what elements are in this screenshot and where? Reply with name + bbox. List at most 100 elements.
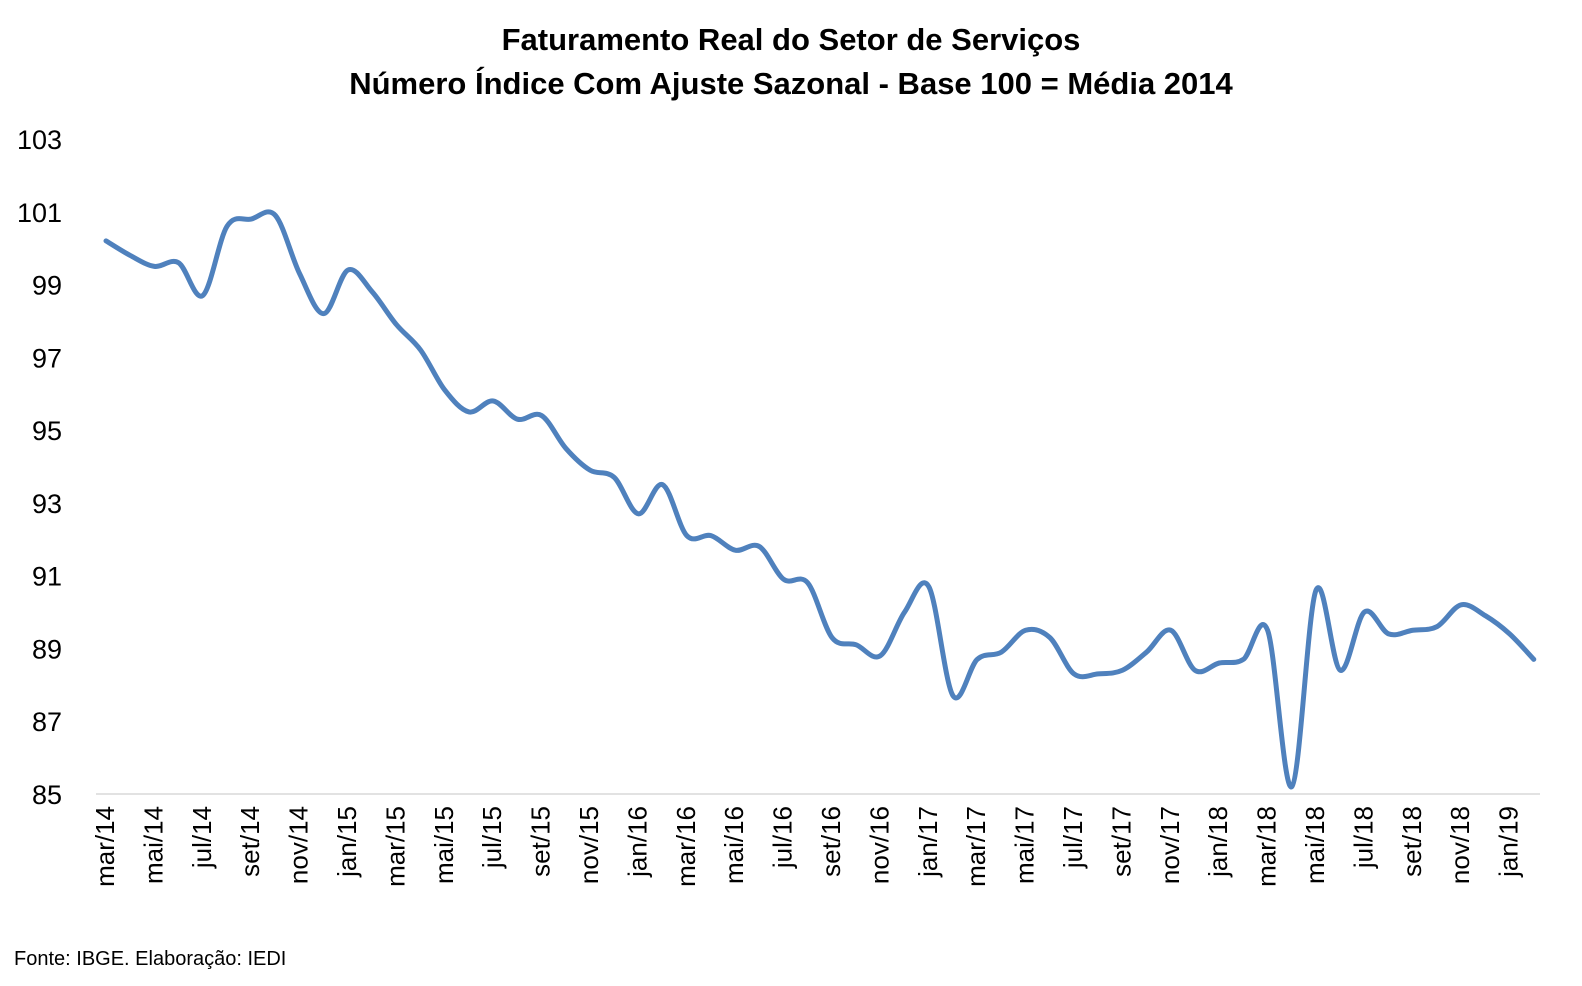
data-point bbox=[1410, 628, 1415, 633]
data-point bbox=[104, 238, 109, 243]
data-point bbox=[1338, 668, 1343, 673]
data-point bbox=[1507, 631, 1512, 636]
x-tick-label: nov/14 bbox=[284, 806, 314, 884]
data-point bbox=[563, 446, 568, 451]
data-points bbox=[104, 213, 1537, 789]
data-point bbox=[684, 533, 689, 538]
data-point bbox=[418, 348, 423, 353]
data-point bbox=[1120, 668, 1125, 673]
x-tick-label: mar/14 bbox=[90, 806, 120, 887]
source-note: Fonte: IBGE. Elaboração: IEDI bbox=[14, 948, 287, 970]
data-point bbox=[1483, 613, 1488, 618]
data-point bbox=[951, 693, 956, 698]
data-point bbox=[539, 413, 544, 418]
data-point bbox=[128, 253, 133, 258]
x-tick-label: mai/16 bbox=[719, 806, 749, 884]
data-point bbox=[442, 388, 447, 393]
x-tick-label: mar/16 bbox=[671, 806, 701, 887]
data-point bbox=[467, 409, 472, 414]
x-tick-label: jan/18 bbox=[1203, 806, 1233, 878]
data-point bbox=[709, 533, 714, 538]
x-tick-label: jul/16 bbox=[768, 806, 798, 869]
x-tick-label: jul/15 bbox=[477, 806, 507, 869]
data-point bbox=[1072, 671, 1077, 676]
data-point bbox=[1047, 635, 1052, 640]
x-tick-label: jul/14 bbox=[187, 806, 217, 869]
data-point bbox=[854, 642, 859, 647]
data-point bbox=[1435, 624, 1440, 629]
data-point bbox=[297, 271, 302, 276]
x-tick-label: nov/16 bbox=[864, 806, 894, 884]
data-point bbox=[515, 417, 520, 422]
data-point bbox=[733, 548, 738, 553]
y-tick-label: 87 bbox=[32, 707, 62, 737]
data-point bbox=[200, 293, 205, 298]
y-tick-label: 91 bbox=[32, 562, 62, 592]
data-point bbox=[1168, 628, 1173, 633]
data-point bbox=[370, 289, 375, 294]
data-point bbox=[1241, 657, 1246, 662]
x-tick-label: mar/15 bbox=[380, 806, 410, 887]
data-point bbox=[1386, 631, 1391, 636]
chart-title-block: Faturamento Real do Setor de Serviços Nú… bbox=[0, 18, 1582, 106]
data-point bbox=[346, 268, 351, 273]
chart-title: Faturamento Real do Setor de Serviços bbox=[501, 22, 1081, 57]
x-tick-label: set/15 bbox=[526, 806, 556, 877]
data-point bbox=[225, 224, 230, 229]
data-point bbox=[1193, 668, 1198, 673]
y-tick-label: 89 bbox=[32, 634, 62, 664]
x-tick-label: jan/15 bbox=[332, 806, 362, 878]
data-point bbox=[781, 577, 786, 582]
data-point bbox=[757, 544, 762, 549]
x-tick-label: set/17 bbox=[1106, 806, 1136, 877]
data-point bbox=[176, 260, 181, 265]
x-tick-label: mar/18 bbox=[1252, 806, 1282, 887]
y-tick-label: 97 bbox=[32, 343, 62, 373]
data-point bbox=[152, 264, 157, 269]
data-point bbox=[1096, 671, 1101, 676]
data-point bbox=[394, 322, 399, 327]
data-point bbox=[273, 213, 278, 218]
y-tick-label: 101 bbox=[17, 198, 62, 228]
data-point bbox=[612, 475, 617, 480]
x-tick-label: jan/17 bbox=[913, 806, 943, 878]
x-tick-label: nov/17 bbox=[1155, 806, 1185, 884]
x-tick-label: mai/15 bbox=[429, 806, 459, 884]
data-point bbox=[878, 653, 883, 658]
data-point bbox=[1023, 628, 1028, 633]
x-tick-label: nov/15 bbox=[574, 806, 604, 884]
data-point bbox=[636, 511, 641, 516]
data-point bbox=[491, 399, 496, 404]
data-point bbox=[1265, 628, 1270, 633]
data-point bbox=[321, 311, 326, 316]
y-tick-label: 85 bbox=[32, 780, 62, 810]
y-axis-ticks: 103 101 99 97 95 93 91 89 87 85 bbox=[17, 125, 62, 810]
chart-subtitle: Número Índice Com Ajuste Sazonal - Base … bbox=[349, 66, 1233, 101]
data-point bbox=[830, 635, 835, 640]
x-tick-label: set/18 bbox=[1397, 806, 1427, 877]
data-point bbox=[1362, 610, 1367, 615]
x-axis-ticks: mar/14 mai/14 jul/14 set/14 nov/14 jan/15 mar/… bbox=[90, 806, 1524, 887]
x-tick-label: mai/18 bbox=[1300, 806, 1330, 884]
x-tick-label: jul/17 bbox=[1058, 806, 1088, 869]
data-point bbox=[660, 482, 665, 487]
x-tick-label: mai/14 bbox=[138, 806, 168, 884]
x-tick-label: nov/18 bbox=[1445, 806, 1475, 884]
data-point bbox=[975, 657, 980, 662]
x-tick-label: jan/16 bbox=[622, 806, 652, 878]
data-point bbox=[999, 650, 1004, 655]
series-line bbox=[103, 209, 1537, 790]
y-tick-label: 103 bbox=[17, 125, 62, 155]
data-point bbox=[1289, 784, 1294, 789]
data-point bbox=[1314, 588, 1319, 593]
x-tick-label: mar/17 bbox=[961, 806, 991, 887]
y-tick-label: 93 bbox=[32, 489, 62, 519]
x-tick-label: set/14 bbox=[235, 806, 265, 877]
data-point bbox=[1144, 650, 1149, 655]
x-tick-label: jul/18 bbox=[1348, 806, 1378, 869]
x-tick-label: set/16 bbox=[816, 806, 846, 877]
data-point bbox=[1217, 661, 1222, 666]
data-point bbox=[588, 468, 593, 473]
x-tick-label: mai/17 bbox=[1010, 806, 1040, 884]
